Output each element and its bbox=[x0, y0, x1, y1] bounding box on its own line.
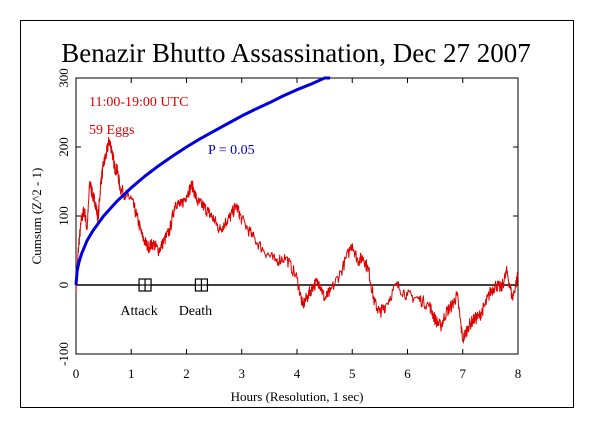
y-tick-label: 100 bbox=[56, 206, 71, 226]
x-tick-label: 5 bbox=[349, 366, 356, 381]
x-tick-label: 2 bbox=[183, 366, 190, 381]
x-tick-label: 1 bbox=[128, 366, 135, 381]
chart-frame bbox=[20, 20, 574, 408]
x-tick-label: 8 bbox=[515, 366, 522, 381]
time-range-annotation: 11:00-19:00 UTC bbox=[89, 95, 188, 110]
event-label: Death bbox=[179, 304, 212, 319]
y-axis: -100 0 100 200 300 bbox=[56, 68, 518, 366]
p-value-envelope-line bbox=[74, 76, 331, 286]
y-tick-label: 300 bbox=[56, 68, 71, 88]
event-marker-attack: Attack bbox=[120, 278, 158, 319]
y-axis-label: Cumsum (Z^2 - 1) bbox=[29, 168, 44, 265]
event-label: Attack bbox=[120, 304, 157, 319]
series-layer bbox=[74, 76, 519, 344]
x-tick-label: 3 bbox=[239, 366, 246, 381]
cumsum-series-line bbox=[75, 136, 519, 344]
eggs-annotation: 59 Eggs bbox=[89, 123, 135, 138]
x-tick-label: 6 bbox=[404, 366, 411, 381]
p-value-annotation: P = 0.05 bbox=[208, 143, 255, 158]
event-markers: Attack Death bbox=[120, 278, 212, 319]
x-tick-label: 4 bbox=[294, 366, 301, 381]
x-tick-label: 0 bbox=[73, 366, 80, 381]
y-tick-label: -100 bbox=[56, 342, 71, 366]
x-tick-label: 7 bbox=[460, 366, 467, 381]
y-tick-label: 0 bbox=[56, 282, 71, 289]
event-marker-death: Death bbox=[179, 278, 212, 319]
chart-title: Benazir Bhutto Assassination, Dec 27 200… bbox=[61, 38, 530, 68]
y-tick-label: 200 bbox=[56, 137, 71, 157]
x-axis-label: Hours (Resolution, 1 sec) bbox=[231, 389, 364, 404]
x-axis: 0 1 2 3 4 5 6 7 8 bbox=[73, 78, 522, 381]
